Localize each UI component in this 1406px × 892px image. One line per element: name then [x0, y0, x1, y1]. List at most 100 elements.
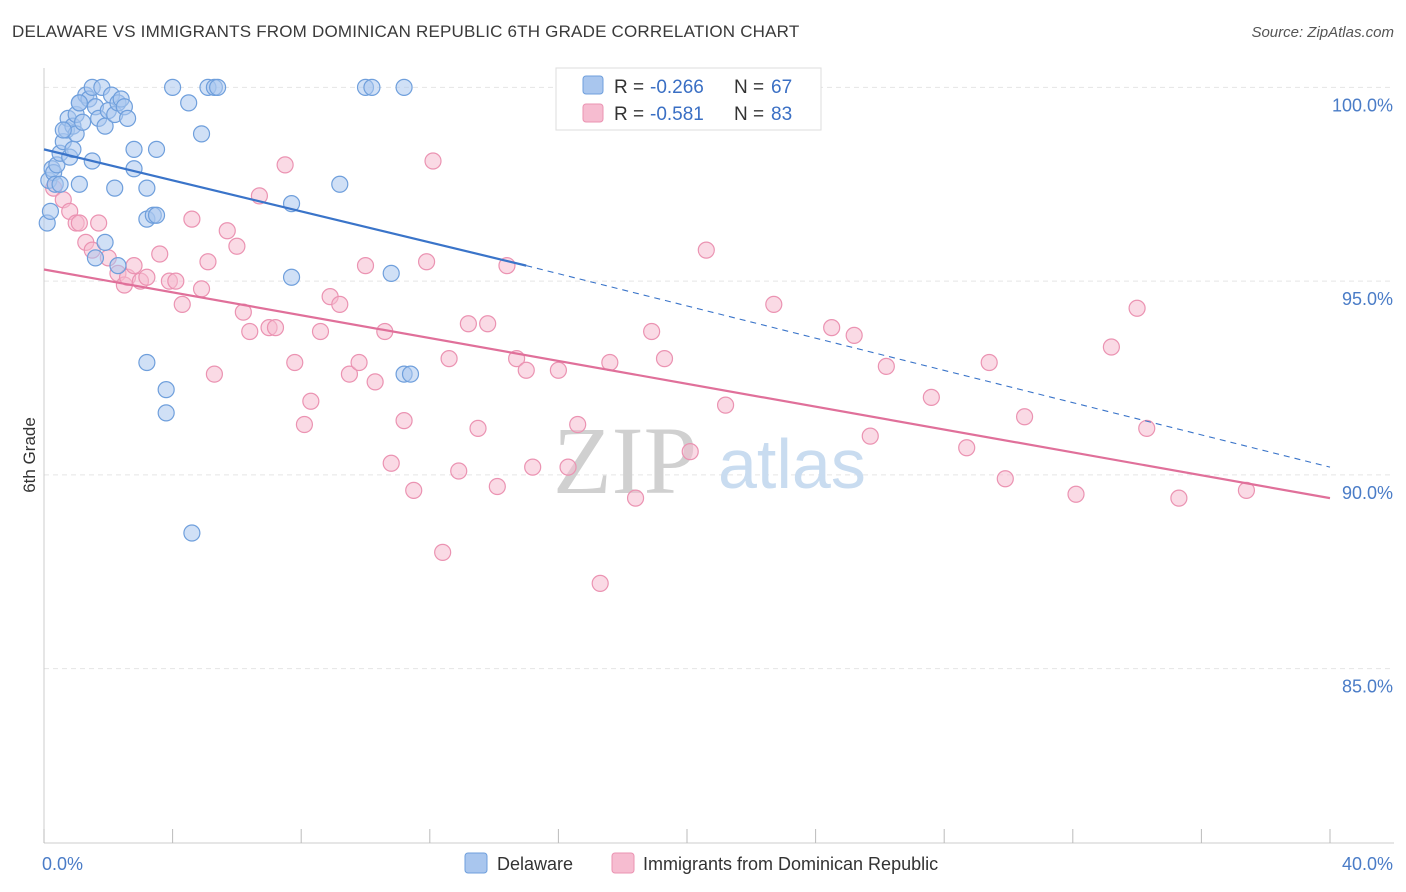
- delaware-point-63: [282, 268, 301, 286]
- delaware-point-52: [164, 78, 182, 96]
- stats-box: R = -0.266 N = 67 R = -0.581 N = 83: [555, 67, 822, 131]
- dominican-point-63: [626, 489, 645, 507]
- delaware-point-45: [96, 233, 114, 251]
- dominican-point-61: [591, 574, 609, 592]
- dominican-point-76: [980, 353, 998, 372]
- trend-lines: [43, 148, 1331, 500]
- dominican-point-66: [681, 443, 699, 461]
- dominican-point-7: [90, 214, 108, 232]
- delaware-point-54: [192, 125, 211, 143]
- dominican-point-53: [488, 477, 506, 496]
- y-tick-label-95: 95.0%: [1342, 289, 1393, 309]
- dominican-point-33: [302, 392, 320, 410]
- dominican-point-17: [167, 272, 185, 290]
- delaware-point-32: [54, 121, 72, 139]
- delaware-point-64: [382, 264, 400, 282]
- dominican-point-19: [183, 210, 201, 228]
- dominican-point-68: [716, 396, 735, 414]
- delaware-point-50: [157, 404, 175, 422]
- stats-swatch-pink: [582, 103, 604, 123]
- dominican-point-70: [823, 319, 841, 337]
- dominican-point-56: [517, 361, 535, 379]
- delaware-point-30: [118, 109, 137, 127]
- dominican-point-80: [1102, 338, 1120, 356]
- dominican-point-4: [70, 214, 88, 232]
- dominican-point-82: [1138, 419, 1156, 437]
- stats-r-value-blue: -0.266: [650, 77, 704, 98]
- legend-swatch-dominican: [611, 852, 635, 874]
- stats-n-value-blue: 67: [771, 77, 792, 98]
- dominican-point-52: [479, 315, 497, 333]
- delaware-point-41: [147, 140, 166, 158]
- dominican-point-69: [765, 295, 783, 313]
- dominican-point-20: [192, 280, 211, 298]
- stats-n-label-pink: N =: [734, 104, 764, 125]
- stats-r-label-blue: R =: [614, 77, 644, 98]
- dominican-point-47: [434, 543, 452, 561]
- legend-swatch-delaware: [464, 852, 488, 874]
- delaware-point-66: [401, 365, 420, 383]
- watermark: ZIP atlas: [553, 407, 866, 514]
- y-tick-label-100: 100.0%: [1332, 95, 1393, 115]
- dominican-point-34: [311, 322, 330, 341]
- delaware-trend-line: [43, 148, 527, 267]
- dominican-point-81: [1128, 299, 1146, 317]
- legend-label-dominican: Immigrants from Dominican Republic: [643, 854, 938, 874]
- chart-title: DELAWARE VS IMMIGRANTS FROM DOMINICAN RE…: [12, 22, 800, 41]
- delaware-point-51: [183, 524, 201, 542]
- dominican-point-24: [228, 237, 246, 255]
- dominican-point-78: [1015, 408, 1034, 426]
- dominican-point-77: [996, 470, 1014, 488]
- dominican-point-58: [549, 361, 568, 379]
- dominican-point-75: [958, 439, 976, 457]
- delaware-point-37: [106, 179, 124, 197]
- series-dominican-points: [45, 152, 1256, 592]
- delaware-point-57: [209, 78, 227, 96]
- dominican-point-48: [440, 350, 458, 368]
- dominican-point-65: [655, 350, 674, 368]
- dominican-point-12: [125, 257, 143, 275]
- delaware-point-59: [363, 78, 381, 96]
- x-tick-label-40: 40.0%: [1342, 854, 1393, 874]
- dominican-point-15: [151, 245, 169, 263]
- stats-r-label-pink: R =: [614, 104, 644, 125]
- dominican-point-42: [382, 454, 400, 472]
- source-credit: Source: ZipAtlas.com: [1251, 24, 1394, 41]
- dominican-point-50: [459, 315, 477, 333]
- dominican-point-45: [417, 253, 436, 271]
- dominican-trend-line: [43, 268, 1331, 500]
- delaware-point-49: [157, 381, 175, 399]
- dominican-point-64: [643, 322, 661, 341]
- y-tick-label-90: 90.0%: [1342, 483, 1393, 503]
- dominican-point-30: [276, 156, 294, 174]
- delaware-point-53: [180, 94, 198, 112]
- dominican-point-39: [356, 257, 375, 275]
- dominican-point-32: [295, 415, 314, 434]
- dominican-point-60: [569, 415, 587, 434]
- dominican-point-40: [366, 373, 384, 391]
- delaware-point-38: [125, 140, 143, 158]
- delaware-point-2: [41, 202, 60, 220]
- dominican-point-79: [1067, 485, 1085, 503]
- dominican-point-49: [450, 462, 468, 480]
- dominican-point-57: [524, 458, 542, 476]
- delaware-point-16: [73, 113, 92, 131]
- y-axis-title: 6th Grade: [20, 417, 39, 493]
- delaware-point-31: [70, 94, 88, 112]
- dominican-point-43: [395, 412, 413, 430]
- stats-swatch-blue: [582, 75, 604, 95]
- dominican-point-46: [424, 152, 442, 170]
- dominican-point-14: [138, 268, 156, 286]
- dominican-point-44: [405, 481, 423, 499]
- dominican-point-83: [1170, 489, 1188, 507]
- delaware-point-60: [395, 78, 413, 96]
- dominican-point-71: [845, 326, 863, 344]
- dominican-point-73: [877, 357, 895, 375]
- delaware-point-47: [109, 257, 127, 275]
- stats-r-value-pink: -0.581: [650, 104, 704, 125]
- x-tick-label-0: 0.0%: [42, 854, 83, 874]
- dominican-point-74: [922, 388, 940, 406]
- dominican-point-18: [173, 295, 191, 313]
- y-tick-label-85: 85.0%: [1342, 677, 1393, 697]
